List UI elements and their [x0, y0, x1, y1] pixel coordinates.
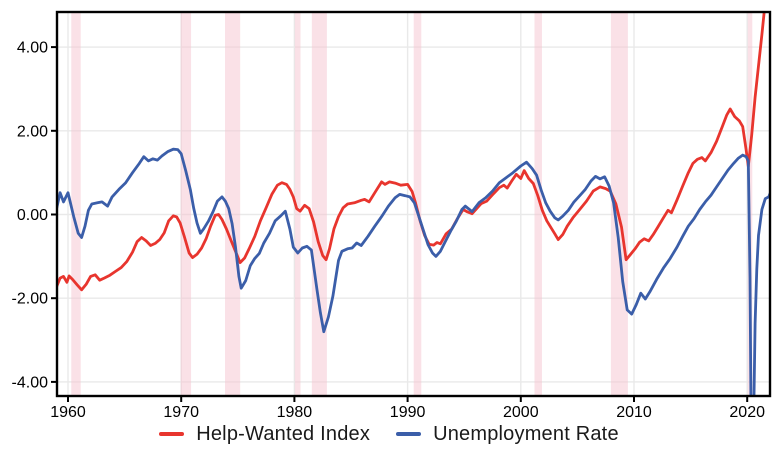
series-line-1 [57, 147, 770, 396]
x-tick-label: 2000 [503, 404, 539, 421]
legend-label-unemployment-rate: Unemployment Rate [433, 422, 619, 445]
chart-legend: Help-Wanted Index Unemployment Rate [0, 418, 778, 450]
recession-band [534, 12, 542, 396]
legend-label-help-wanted-index: Help-Wanted Index [196, 422, 371, 445]
x-tick-label: 1970 [163, 404, 199, 421]
y-tick-label: 2.00 [17, 123, 48, 140]
recession-band [71, 12, 81, 396]
x-tick-label: 1980 [277, 404, 313, 421]
legend-item-unemployment-rate: Unemployment Rate [396, 423, 619, 446]
y-tick-label: -2.00 [12, 291, 49, 308]
recession-bands [71, 12, 753, 396]
recession-band [311, 12, 327, 396]
x-axis-tick-labels: 1960 1970 1980 1990 2000 2010 2020 [50, 404, 765, 421]
data-series [57, 12, 770, 396]
x-tick-label: 2010 [616, 404, 652, 421]
axis-ticks [51, 46, 749, 402]
recession-band [294, 12, 301, 396]
x-tick-label: 2020 [729, 404, 765, 421]
y-tick-label: -4.00 [12, 374, 49, 391]
panel-border [55, 10, 772, 398]
gridlines [57, 12, 770, 396]
x-tick-label: 1960 [50, 404, 86, 421]
y-tick-label: 0.00 [17, 207, 48, 224]
recession-band [610, 12, 628, 396]
legend-item-help-wanted-index: Help-Wanted Index [159, 423, 370, 446]
x-tick-label: 1990 [390, 404, 426, 421]
series-line-0 [57, 12, 766, 292]
recession-band [225, 12, 241, 396]
y-axis-tick-labels: 4.00 2.00 0.00 -2.00 -4.00 [12, 40, 49, 392]
chart-plot-area: 1960 1970 1980 1990 2000 2010 2020 4.00 2.00 0.0… [12, 10, 772, 421]
y-tick-label: 4.00 [17, 40, 48, 57]
recession-band [180, 12, 192, 396]
red-line-key-icon [159, 432, 185, 436]
recession-band [413, 12, 422, 396]
blue-line-key-icon [396, 432, 422, 436]
